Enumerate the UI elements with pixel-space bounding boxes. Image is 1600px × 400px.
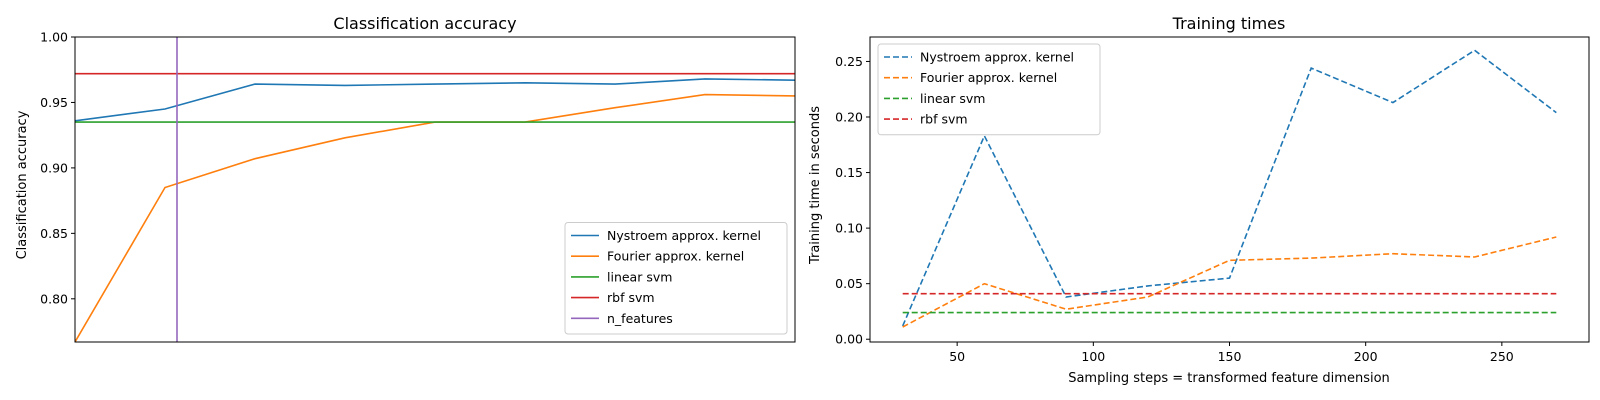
accuracy-legend-label: Nystroem approx. kernel <box>607 228 761 243</box>
training-times-y-tick-label: 0.25 <box>835 54 863 69</box>
accuracy-y-tick-label: 0.95 <box>40 95 68 110</box>
accuracy-chart: Classification accuracy Classification a… <box>15 14 796 343</box>
training-times-y-tick-label: 0.00 <box>835 332 863 347</box>
accuracy-y-tick-label: 0.85 <box>40 226 68 241</box>
training-times-plot-frame <box>869 36 1590 343</box>
accuracy-legend: Nystroem approx. kernel Fourier approx. k… <box>564 222 788 335</box>
training-times-chart: Training times Training time in seconds … <box>808 14 1590 386</box>
accuracy-chart-title: Classification accuracy <box>333 14 516 33</box>
accuracy-series <box>75 37 795 342</box>
training-times-legend-box <box>877 43 1101 136</box>
accuracy-series-nystroem-approx-kernel <box>75 78 795 122</box>
accuracy-legend-box <box>564 222 788 335</box>
accuracy-y-tick-label: 0.90 <box>40 160 68 175</box>
accuracy-y-ticks: 0.80 0.85 0.90 0.95 1.00 <box>40 30 75 306</box>
training-times-chart-title: Training times <box>1172 14 1286 33</box>
accuracy-legend-label: rbf svm <box>607 290 655 305</box>
training-times-y-tick-label: 0.15 <box>835 165 863 180</box>
training-times-series-fourier-approx-kernel <box>902 236 1557 328</box>
training-times-series-nystroem-approx-kernel <box>901 49 1557 327</box>
training-times-y-axis-label: Training time in seconds <box>808 106 823 265</box>
training-times-x-axis-label: Sampling steps = transformed feature dim… <box>1068 371 1390 386</box>
accuracy-y-tick-label: 0.80 <box>40 291 68 306</box>
training-times-legend-label: rbf svm <box>920 112 968 127</box>
accuracy-plot-area <box>75 37 795 342</box>
training-times-y-tick-label: 0.20 <box>835 110 863 125</box>
accuracy-legend-label: n_features <box>607 311 673 326</box>
training-times-x-tick-label: 250 <box>1490 349 1514 364</box>
training-times-x-tick-label: 50 <box>949 349 965 364</box>
training-times-x-tick-label: 200 <box>1354 349 1378 364</box>
training-times-plot-area <box>901 49 1557 328</box>
training-times-legend-label: Nystroem approx. kernel <box>920 50 1074 65</box>
training-times-ticks: 0.00 0.05 0.10 0.15 0.20 0.25 50 100 150 200 250 <box>835 54 1514 364</box>
accuracy-y-tick-label: 1.00 <box>40 30 68 45</box>
training-times-legend-label: Fourier approx. kernel <box>920 70 1057 85</box>
accuracy-legend-label: Fourier approx. kernel <box>607 249 744 264</box>
training-times-y-tick-label: 0.05 <box>835 276 863 291</box>
training-times-legend-label: linear svm <box>920 91 985 106</box>
accuracy-legend-label: linear svm <box>607 269 672 284</box>
training-times-legend: Nystroem approx. kernel Fourier approx. k… <box>877 43 1101 136</box>
accuracy-y-axis-label: Classification accuracy <box>15 110 30 259</box>
accuracy-plot-frame <box>74 36 796 343</box>
training-times-x-tick-label: 100 <box>1081 349 1105 364</box>
training-times-y-tick-label: 0.10 <box>835 221 863 236</box>
training-times-x-tick-label: 150 <box>1218 349 1242 364</box>
training-times-series <box>901 49 1557 328</box>
